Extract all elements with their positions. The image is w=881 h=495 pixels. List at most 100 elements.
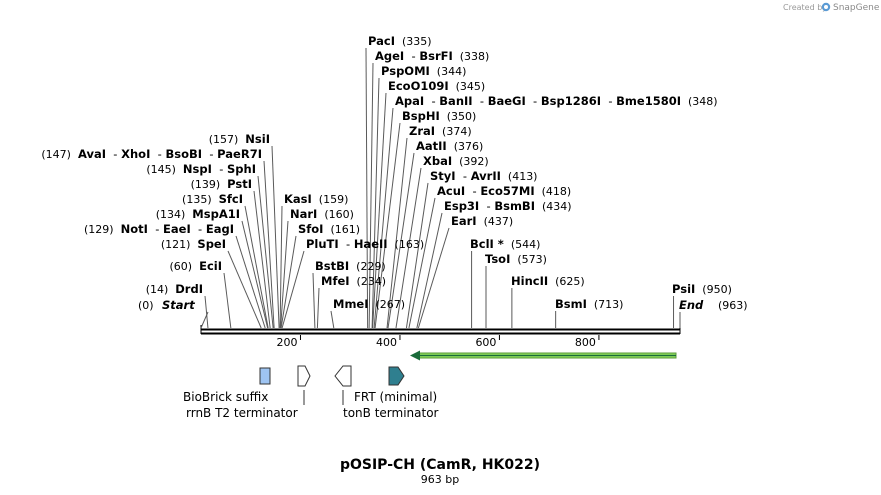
svg-text:(145) NspI - SphI: (145) NspI - SphI xyxy=(146,162,256,176)
enzyme-noti: NotI xyxy=(121,222,148,236)
enzyme-nsii: NsiI xyxy=(245,132,270,146)
site-separator: - xyxy=(465,184,480,198)
svg-text:ZraI (374): ZraI (374) xyxy=(409,124,472,138)
site-nari: NarI (160) xyxy=(290,207,354,221)
site-position: (129) xyxy=(84,223,121,236)
site-drdi: (14) DrdI xyxy=(146,282,203,296)
enzyme-kasi: KasI xyxy=(284,192,312,206)
site-xbai: XbaI (392) xyxy=(423,154,489,168)
enzyme-avai: AvaI xyxy=(78,147,106,161)
site-pspomi: PspOMI (344) xyxy=(381,64,466,78)
cut-line xyxy=(223,272,232,329)
site-position: (376) xyxy=(447,140,484,153)
backbone xyxy=(200,325,681,335)
site-avai: (147) AvaI - XhoI - BsoBI - PaeR7I xyxy=(41,147,262,161)
site-separator: - xyxy=(404,49,419,63)
site-ecii: (60) EciI xyxy=(170,259,222,273)
site-position: (437) xyxy=(477,215,514,228)
enzyme-nspi: NspI xyxy=(183,162,212,176)
site-position: (267) xyxy=(369,298,406,311)
svg-text:(60) EciI: (60) EciI xyxy=(170,259,222,273)
cut-line xyxy=(368,62,374,329)
site-position: (121) xyxy=(161,238,198,251)
enzyme-esp3i: Esp3I xyxy=(444,199,479,213)
enzyme-sfoi: SfoI xyxy=(298,222,323,236)
svg-text:ApaI - BanII - BaeGI - Bsp1: ApaI - BanII - BaeGI - Bsp1286I - Bme158… xyxy=(395,94,718,108)
site-separator: - xyxy=(202,147,217,161)
cut-line xyxy=(227,250,262,329)
enzyme-pluti: PluTI xyxy=(306,237,339,251)
site-separator: - xyxy=(339,237,354,251)
svg-text:PsiI (950): PsiI (950) xyxy=(672,282,732,296)
site-position: (434) xyxy=(535,200,572,213)
enzyme-mspa1i: MspA1I xyxy=(192,207,240,221)
site-position: (60) xyxy=(170,260,200,273)
svg-text:BstBI (229): BstBI (229) xyxy=(315,259,386,273)
site-position: (229) xyxy=(349,260,386,273)
site-bsmi: BsmI (713) xyxy=(555,297,623,311)
svg-text:MmeI (267): MmeI (267) xyxy=(333,297,405,311)
enzyme-pspomi: PspOMI xyxy=(381,64,430,78)
axis-tick-label: 200 xyxy=(276,336,297,349)
site-sfci: (135) SfcI xyxy=(182,192,243,206)
cut-line xyxy=(263,160,275,329)
site-position: (234) xyxy=(350,275,387,288)
enzyme-xbai: XbaI xyxy=(423,154,452,168)
svg-text:(135) SfcI: (135) SfcI xyxy=(182,192,243,206)
cut-line xyxy=(279,205,283,329)
enzyme-zrai: ZraI xyxy=(409,124,435,138)
enzyme-sphi: SphI xyxy=(227,162,256,176)
svg-text:PacI (335): PacI (335) xyxy=(368,34,432,48)
cut-line xyxy=(280,235,297,329)
enzyme-apai: ApaI xyxy=(395,94,424,108)
site-acui: AcuI - Eco57MI (418) xyxy=(437,184,571,198)
cut-line xyxy=(395,167,422,329)
cut-line xyxy=(316,287,320,329)
svg-text:(129) NotI - EaeI - EagI: (129) NotI - EaeI - EagI xyxy=(84,222,234,236)
site-position: (157) xyxy=(209,133,246,146)
enzyme-xhoi: XhoI xyxy=(121,147,150,161)
enzyme-psii: PsiI xyxy=(672,282,695,296)
svg-text:AcuI - Eco57MI (418): AcuI - Eco57MI (418) xyxy=(437,184,571,198)
cut-line xyxy=(312,272,316,329)
snapgene-logo-icon xyxy=(821,2,831,12)
site-nsii: (157) NsiI xyxy=(209,132,270,146)
site-position: (145) xyxy=(146,163,183,176)
site-position: (573) xyxy=(510,253,547,266)
enzyme-bsphi: BspHI xyxy=(402,109,440,123)
enzyme-paer7i: PaeR7I xyxy=(217,147,262,161)
credit-brand: SnapGene xyxy=(833,3,880,13)
cut-line xyxy=(241,220,269,329)
site-separator: - xyxy=(212,162,227,176)
site-position: (345) xyxy=(449,80,486,93)
site-separator: - xyxy=(424,94,439,108)
site-paci: PacI (335) xyxy=(368,34,432,48)
site-position: (392) xyxy=(452,155,489,168)
credit-text: Created by xyxy=(783,3,827,12)
cut-line xyxy=(372,92,387,329)
site-position: (135) xyxy=(182,193,219,206)
site-hincii: HincII (625) xyxy=(511,274,585,288)
credit: Created by SnapGene xyxy=(783,2,880,13)
cut-line xyxy=(387,152,415,329)
feature-label-frt: FRT (minimal) xyxy=(354,390,437,404)
svg-text:NarI (160): NarI (160) xyxy=(290,207,354,221)
site-position: (338) xyxy=(453,50,490,63)
site-position: (418) xyxy=(535,185,572,198)
site-bstbi: BstBI (229) xyxy=(315,259,386,273)
enzyme-agei: AgeI xyxy=(375,49,404,63)
svg-text:EarI (437): EarI (437) xyxy=(451,214,513,228)
enzyme-tsoi: TsoI xyxy=(485,252,510,266)
cut-line xyxy=(417,227,450,329)
svg-text:MfeI (234): MfeI (234) xyxy=(321,274,386,288)
enzyme-acui: AcuI xyxy=(437,184,465,198)
svg-text:XbaI (392): XbaI (392) xyxy=(423,154,489,168)
site-position: (350) xyxy=(440,110,477,123)
enzyme-hincii: HincII xyxy=(511,274,548,288)
site-apai: ApaI - BanII - BaeGI - Bsp1286I - Bme158… xyxy=(395,94,718,108)
site-kasi: KasI (159) xyxy=(284,192,348,206)
cut-line xyxy=(280,220,289,329)
enzyme-mfei: MfeI xyxy=(321,274,350,288)
start-pos: (0) xyxy=(138,299,154,312)
